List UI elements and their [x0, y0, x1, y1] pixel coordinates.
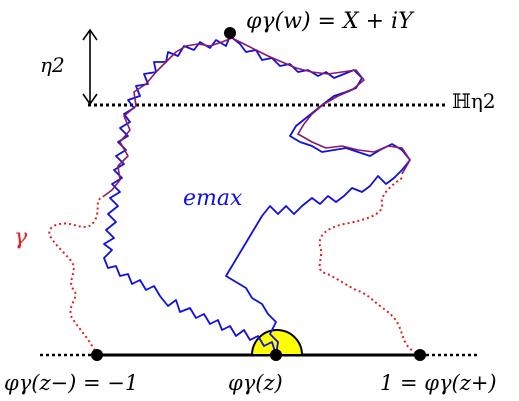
- gamma-curve-right: [318, 177, 421, 356]
- center-point: [270, 349, 282, 361]
- eta-arrow: [82, 28, 98, 106]
- random-curve-right: [225, 35, 411, 356]
- gamma-curve-left: [48, 195, 105, 356]
- label-top-point: φγ(w) = X + iY: [246, 9, 415, 34]
- yellow-half-disk: [250, 329, 304, 356]
- label-eta: η2: [40, 53, 65, 77]
- label-emax: emax: [183, 186, 243, 211]
- label-gamma: γ: [14, 225, 28, 250]
- boundary-curve: [103, 37, 411, 197]
- right-point: [414, 349, 426, 361]
- left-point: [91, 349, 103, 361]
- label-center-point: φγ(z): [228, 371, 283, 395]
- label-halfplane: ℍη2: [452, 89, 496, 113]
- label-left-point: φγ(z−) = −1: [4, 371, 138, 395]
- top-point: [224, 27, 236, 39]
- label-right-point: 1 = φγ(z+): [380, 371, 497, 395]
- random-curve-left: [103, 35, 277, 356]
